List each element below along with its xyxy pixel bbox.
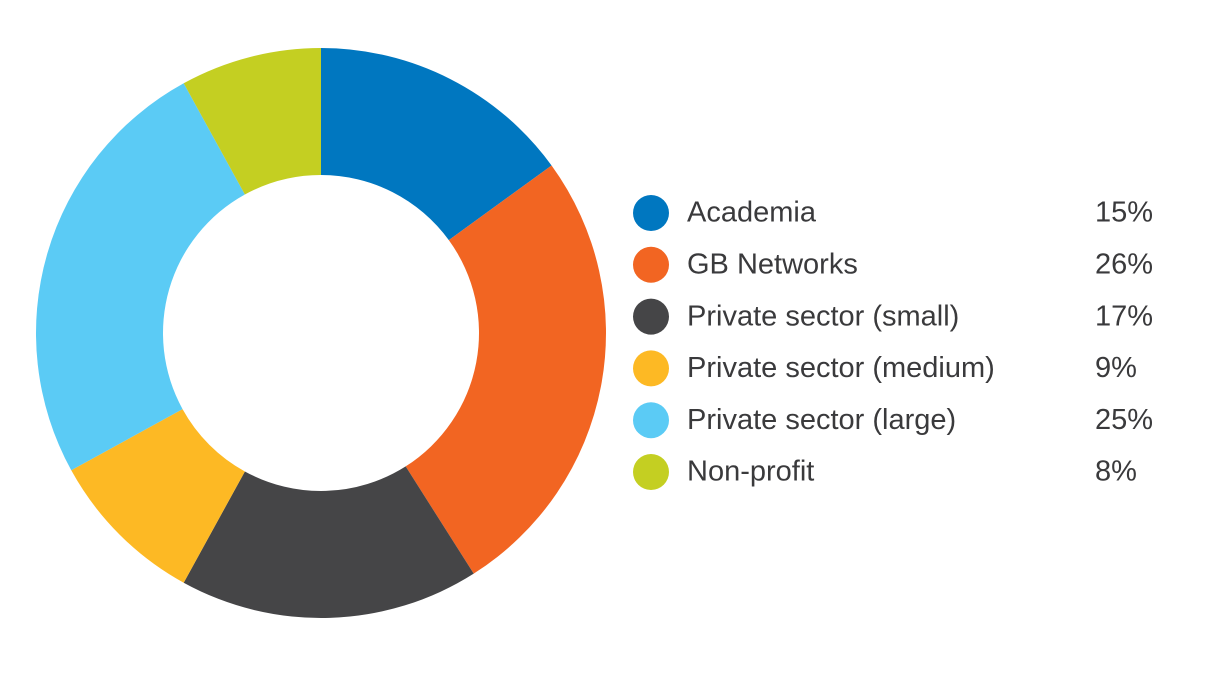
- value-label: 15%: [1095, 197, 1153, 229]
- donut-slice: [36, 83, 245, 471]
- legend-swatch: [633, 246, 669, 283]
- legend-swatch: [633, 195, 669, 231]
- value-label: 25%: [1095, 404, 1153, 436]
- legend-swatch: [633, 350, 669, 387]
- donut-slice: [405, 165, 607, 574]
- donut-slice: [321, 48, 552, 241]
- value-label: 8%: [1095, 456, 1137, 488]
- legend-label: Private sector (small): [687, 300, 959, 332]
- value-label: 9%: [1095, 352, 1137, 384]
- value-label: 26%: [1095, 248, 1153, 280]
- donut-slice: [71, 409, 245, 583]
- legend-label: Academia: [687, 197, 817, 229]
- legend-label: Private sector (medium): [687, 352, 995, 384]
- legend-label: Non-profit: [687, 456, 814, 488]
- donut-slice: [183, 48, 321, 195]
- legend-swatch: [633, 402, 669, 439]
- legend-label: Private sector (large): [687, 404, 956, 436]
- legend-label: GB Networks: [687, 248, 858, 280]
- value-label: 17%: [1095, 300, 1153, 332]
- donut-slice: [183, 466, 474, 619]
- legend-swatch: [633, 298, 669, 335]
- legend-swatch: [633, 454, 669, 490]
